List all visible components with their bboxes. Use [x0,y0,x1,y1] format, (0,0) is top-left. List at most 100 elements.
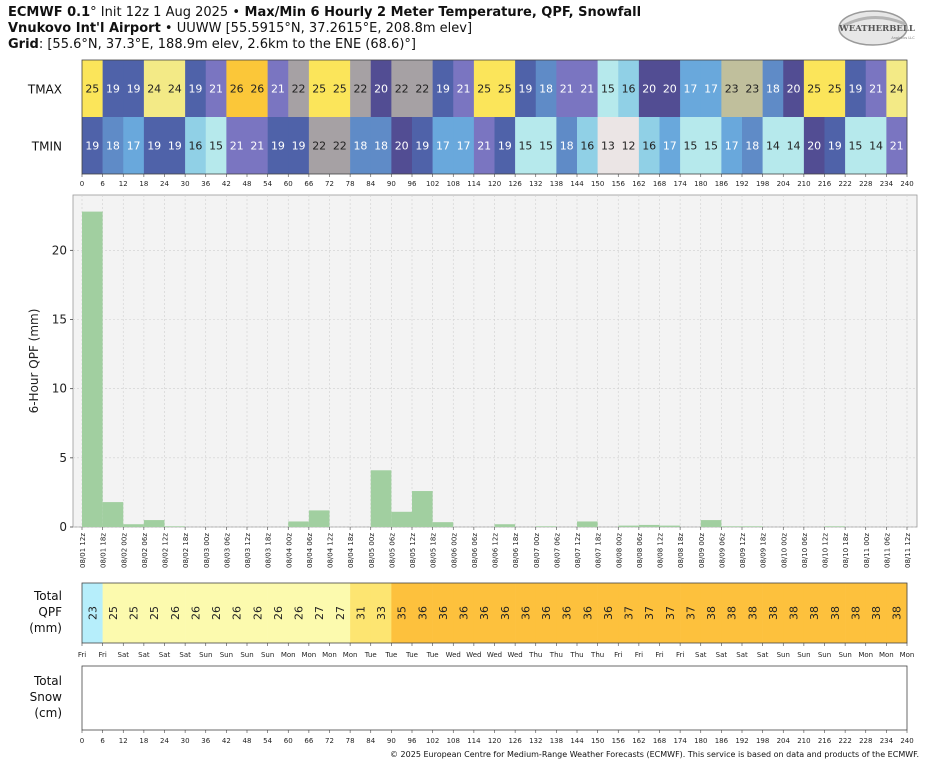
qpf-bar [535,526,557,527]
qpf-bar [164,526,186,527]
temperature-x-tick-label: 66 [304,180,313,188]
total-snow-x-tick-label: 90 [387,737,396,745]
total-snow-x-tick-label: 192 [735,737,748,745]
tmin-cell [577,117,598,174]
total-qpf-cell [288,583,310,643]
tmin-value: 15 [518,140,532,153]
total-snow-x-tick-label: 36 [201,737,210,745]
total-qpf-day-label: Tue [426,651,439,659]
qpf-x-tick-label: 08/04 06z [306,533,314,568]
total-snow-x-tick-label: 12 [119,737,128,745]
tmin-value: 21 [890,140,904,153]
tmax-value: 22 [292,83,306,96]
tmax-value: 19 [518,83,532,96]
logo-text: WEATHERBELL [838,24,915,34]
total-qpf-value: 25 [128,606,141,620]
qpf-x-tick-label: 08/07 06z [553,533,561,568]
qpf-bar [308,510,330,527]
tmin-value: 17 [663,140,677,153]
tmin-cell [865,117,887,174]
total-qpf-value: 37 [643,606,656,620]
temperature-x-tick-label: 42 [222,180,231,188]
total-qpf-day-label: Sun [818,651,831,659]
total-qpf-cell [494,583,516,643]
tmin-cell [494,117,516,174]
total-qpf-value: 36 [416,606,429,620]
tmax-value: 16 [622,83,636,96]
total-qpf-day-label: Fri [614,651,622,659]
tmin-value: 15 [848,140,862,153]
qpf-x-tick-label: 08/08 00z [615,533,623,568]
qpf-x-tick-label: 08/09 00z [698,533,706,568]
total-qpf-cell [742,583,763,643]
tmin-value: 15 [539,140,553,153]
temperature-x-tick-label: 78 [346,180,355,188]
tmax-cell [143,60,165,117]
tmax-value: 26 [250,83,264,96]
tmin-cell [515,117,537,174]
tmin-cell [226,117,248,174]
tmin-value: 18 [374,140,388,153]
tmax-value: 23 [745,83,759,96]
total-qpf-value: 38 [726,606,739,620]
tmin-value: 19 [168,140,182,153]
total-qpf-day-label: Mon [858,651,873,659]
tmax-cell [164,60,186,117]
total-qpf-day-label: Fri [635,651,643,659]
total-qpf-cell [267,583,289,643]
total-qpf-value: 26 [231,606,244,620]
total-qpf-cell [824,583,846,643]
tmax-cell [680,60,702,117]
tmin-cell [143,117,165,174]
total-qpf-cell [473,583,495,643]
tmax-value: 19 [188,83,202,96]
total-snow-x-tick-label: 6 [100,737,105,745]
temperature-x-tick-label: 198 [756,180,769,188]
tmin-cell [164,117,186,174]
total-qpf-cell [700,583,722,643]
title-line-2: Vnukovo Int'l Airport • UUWW [55.5915°N,… [8,21,472,37]
tmin-cell [721,117,743,174]
qpf-bar [370,470,392,527]
tmin-value: 17 [457,140,471,153]
total-qpf-day-label: Fri [676,651,684,659]
temperature-x-tick-label: 186 [715,180,729,188]
total-snow-x-tick-label: 96 [408,737,417,745]
total-qpf-cell [350,583,372,643]
tmin-value: 22 [333,140,347,153]
total-snow-x-tick-label: 228 [859,737,872,745]
tmax-value: 20 [642,83,656,96]
total-qpf-day-label: Sun [220,651,233,659]
tmax-value: 20 [787,83,801,96]
total-qpf-value: 37 [664,606,677,620]
total-qpf-day-label: Wed [466,651,481,659]
qpf-y-tick-label: 5 [59,451,67,465]
tmin-cell [824,117,846,174]
tmin-value: 21 [477,140,491,153]
temperature-x-tick-label: 216 [818,180,832,188]
qpf-bar [288,521,309,527]
tmax-value: 22 [395,83,409,96]
total-qpf-cell [329,583,351,643]
temperature-x-tick-label: 108 [447,180,460,188]
station-info: • UUWW [55.5915°N, 37.2615°E, 208.8m ele… [160,21,473,36]
tmin-cell [597,117,619,174]
tmax-cell [638,60,660,117]
total-snow-x-tick-label: 0 [80,737,84,745]
total-qpf-value: 38 [746,606,759,620]
tmin-value: 15 [209,140,223,153]
qpf-x-tick-label: 08/03 18z [265,533,273,568]
total-qpf-value: 25 [107,606,120,620]
tmin-value: 18 [353,140,367,153]
tmax-value: 22 [415,83,429,96]
total-qpf-value: 26 [272,606,285,620]
total-qpf-day-label: Wed [507,651,522,659]
tmax-value: 25 [333,83,347,96]
qpf-x-tick-label: 08/04 18z [347,533,355,568]
total-qpf-cell [783,583,805,643]
model-name: ECMWF 0.1 [8,5,91,20]
tmax-cell [577,60,598,117]
temperature-x-tick-label: 138 [550,180,563,188]
total-snow-label-line: (cm) [34,706,62,720]
tmax-cell [473,60,495,117]
